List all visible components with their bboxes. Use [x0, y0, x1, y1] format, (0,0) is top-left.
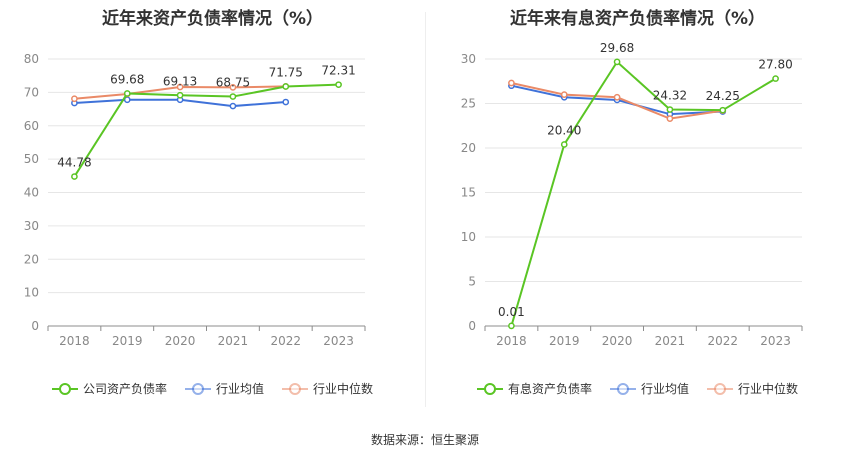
x-tick-label: 2018: [496, 334, 527, 348]
legend-item[interactable]: 行业中位数: [707, 380, 798, 397]
data-point: [123, 90, 131, 97]
x-tick-label: 2023: [323, 334, 354, 348]
legend-label: 公司资产负债率: [82, 382, 167, 396]
y-tick-label: 20: [24, 252, 39, 266]
y-tick-label: 30: [24, 219, 39, 233]
legend-marker: [191, 382, 204, 395]
y-tick-label: 30: [461, 52, 476, 66]
x-tick-label: 2021: [655, 334, 686, 348]
y-tick-label: 15: [461, 186, 476, 200]
data-point: [229, 93, 237, 100]
data-point: [613, 58, 621, 66]
legend-marker: [58, 382, 71, 395]
chart-title: 近年来有息资产负债率情况（%）: [509, 9, 766, 29]
data-label: 69.13: [163, 74, 197, 88]
series-line: [73, 83, 339, 178]
data-point: [666, 106, 674, 113]
data-label: 69.68: [110, 72, 144, 86]
legend-item[interactable]: 行业均值: [184, 380, 264, 397]
legend-symbol: [51, 382, 78, 395]
data-point: [335, 81, 342, 89]
data-point: [229, 84, 237, 91]
data-point: [282, 98, 290, 106]
data-point: [666, 115, 674, 122]
data-label: 24.25: [706, 89, 740, 103]
legend-item[interactable]: 有息资产负债率: [476, 380, 592, 397]
legend-item[interactable]: 行业中位数: [282, 380, 373, 397]
legend-marker: [616, 382, 629, 395]
y-tick-label: 10: [461, 230, 476, 244]
data-point: [560, 141, 568, 148]
y-tick-label: 0: [31, 319, 39, 333]
data-point: [772, 75, 779, 82]
y-tick-label: 60: [24, 119, 39, 133]
data-point: [176, 91, 184, 99]
legend-marker: [483, 382, 496, 395]
data-point: [71, 95, 78, 103]
legend-symbol: [476, 382, 503, 395]
y-tick-label: 40: [24, 186, 39, 200]
x-tick-label: 2021: [218, 334, 249, 348]
chart-panel-interest-debt-ratio: 近年来有息资产负债率情况（%） 0 5 10 15 20 25 30 2018 2019 2020…: [425, 0, 850, 420]
legend-label: 行业均值: [640, 382, 689, 396]
y-tick-label: 10: [24, 286, 39, 300]
data-label: 44.78: [57, 156, 91, 170]
data-point: [508, 322, 515, 330]
x-tick-label: 2019: [549, 334, 580, 348]
legend: 有息资产负债率 行业均值 行业中位数: [425, 380, 850, 397]
x-tick-label: 2022: [270, 334, 301, 348]
legend-item[interactable]: 行业均值: [609, 380, 689, 397]
legend-symbol: [184, 382, 211, 395]
data-point: [560, 91, 568, 98]
data-label: 72.31: [321, 64, 355, 78]
data-label: 0.01: [498, 305, 525, 319]
data-point: [229, 102, 237, 110]
plot-area: 0 5 10 15 20 25 30 2018 2019 2020 2021 2022 2023 0.01…: [461, 41, 803, 348]
data-point: [176, 83, 184, 91]
data-point: [282, 83, 290, 90]
legend-marker: [714, 382, 726, 395]
data-label: 24.32: [653, 89, 687, 103]
data-label: 20.40: [547, 123, 581, 137]
y-tick-label: 20: [461, 141, 476, 155]
legend-label: 行业中位数: [738, 382, 799, 396]
x-tick-label: 2020: [165, 334, 196, 348]
legend-item[interactable]: 公司资产负债率: [51, 380, 167, 397]
chart-title: 近年来资产负债率情况（%）: [101, 9, 324, 29]
legend-label: 行业均值: [215, 382, 264, 396]
data-point: [719, 106, 727, 114]
x-tick-label: 2022: [707, 334, 738, 348]
series-line: [510, 60, 777, 327]
x-tick-label: 2019: [112, 334, 143, 348]
data-source-note: 数据来源：恒生聚源: [370, 433, 479, 447]
data-point: [508, 79, 515, 87]
data-point: [71, 173, 78, 180]
x-tick-label: 2023: [760, 334, 791, 348]
data-label: 27.80: [758, 58, 792, 72]
legend-symbol: [707, 382, 733, 395]
plot-area: 0 10 20 30 40 50 60 70 80 2018 2019 2020 2021 2022 202…: [24, 52, 366, 348]
data-label: 68.75: [216, 76, 250, 90]
y-tick-label: 25: [461, 97, 476, 111]
panel-divider: [425, 12, 426, 407]
legend: 公司资产负债率 行业均值 行业中位数: [0, 380, 425, 397]
data-label: 71.75: [269, 66, 303, 80]
chart-panel-debt-ratio: 近年来资产负债率情况（%） 0 10 20 30 40 50 60 70 80 2018 2019 2…: [0, 0, 425, 420]
y-tick-label: 50: [24, 152, 39, 166]
y-tick-label: 0: [468, 319, 476, 333]
legend-symbol: [282, 382, 308, 395]
data-point: [613, 93, 621, 101]
x-tick-label: 2020: [602, 334, 633, 348]
y-tick-label: 5: [468, 275, 476, 289]
legend-label: 有息资产负债率: [507, 382, 592, 396]
legend-label: 行业中位数: [313, 382, 374, 396]
y-tick-label: 80: [24, 52, 39, 66]
y-tick-label: 70: [24, 85, 39, 99]
x-tick-label: 2018: [59, 334, 90, 348]
legend-marker: [289, 382, 301, 395]
legend-symbol: [609, 382, 636, 395]
data-label: 29.68: [600, 41, 634, 55]
